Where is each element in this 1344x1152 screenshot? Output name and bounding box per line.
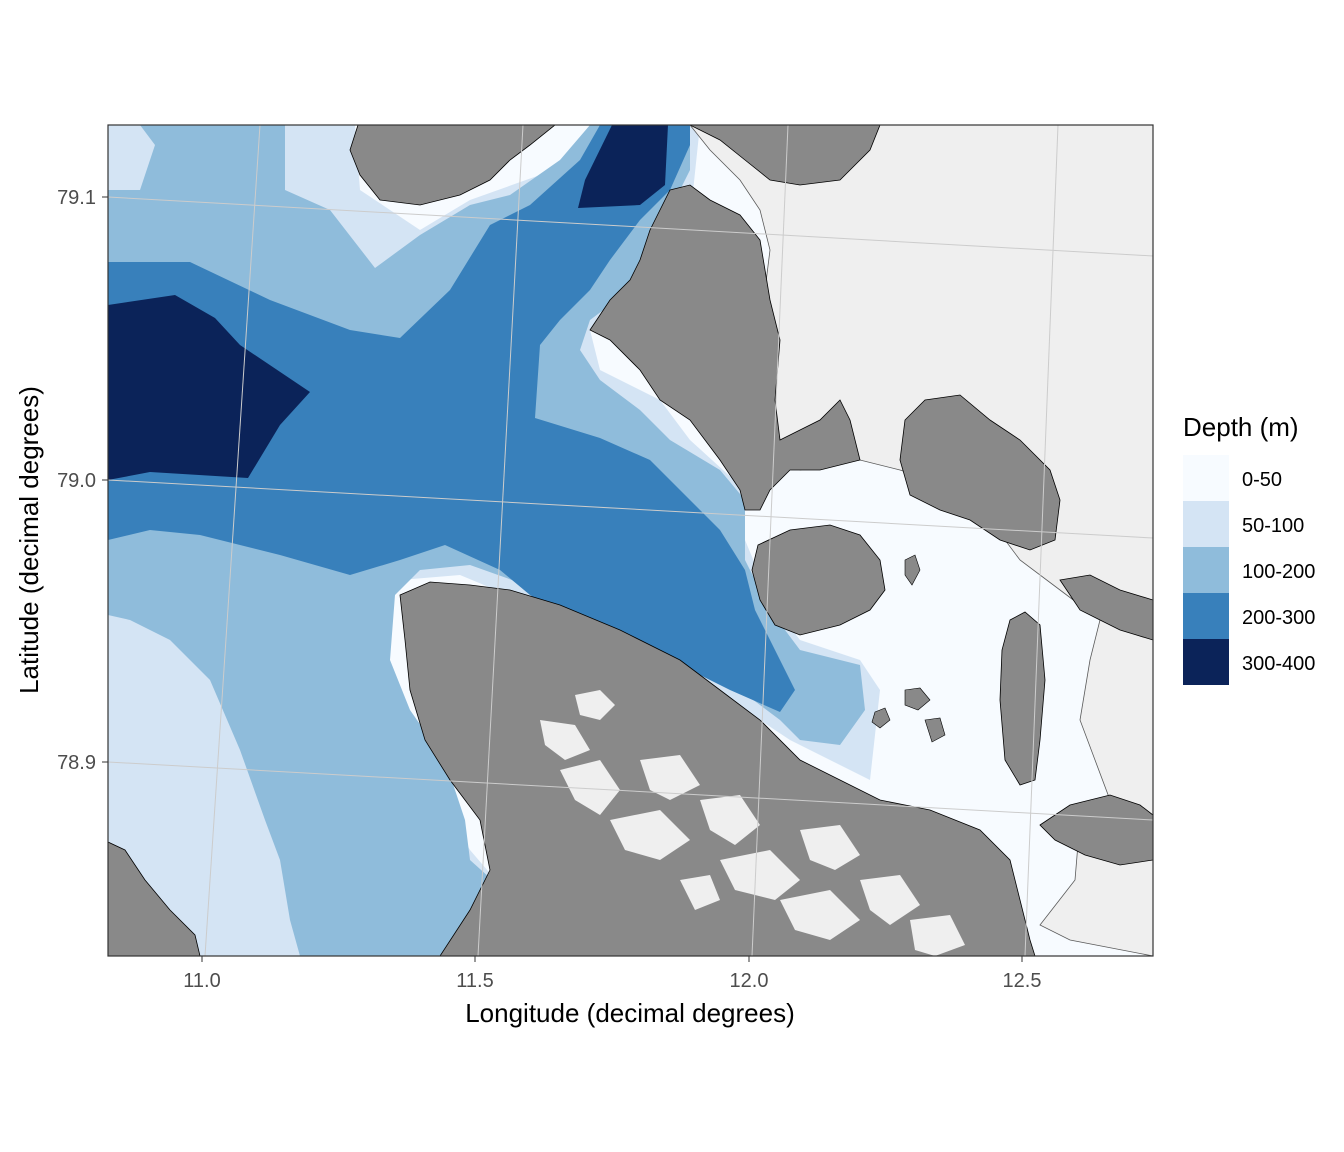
land-peninsula-northeast [589,184,861,511]
map-panel [108,125,1153,956]
legend-label-300-400: 300-400 [1242,653,1315,675]
glacier-patch-11 [910,915,965,956]
legend-key-100-200 [1183,547,1229,593]
gridline-lon-12-5 [1024,125,1059,956]
land-north-island [349,125,556,206]
y-tick-label-78-9: 78.9 [57,752,96,774]
legend-key-0-50 [1183,455,1229,501]
depth-band-300-400-north [578,125,668,208]
legend-label-100-200: 100-200 [1242,561,1315,583]
legend-key-50-100 [1183,501,1229,547]
y-tick-label-79-1: 79.1 [57,187,96,209]
panel-border [107,124,1154,957]
gridline-lat-79-0 [108,479,1153,539]
islet-3 [904,687,931,711]
legend-label-0-50: 0-50 [1242,469,1282,491]
glacier-patch-12 [680,875,720,910]
glacier-patch-10 [860,875,920,925]
glacier-patch-2 [540,720,590,760]
axis-ticks [102,196,1023,962]
land-island-central [751,524,886,636]
glacier-patch-8 [800,825,860,870]
gridline-lon-11-0 [204,125,261,956]
gridline-lon-11-5 [477,125,524,956]
legend-key-200-300 [1183,593,1229,639]
x-tick-label-12-0: 12.0 [730,970,769,992]
gridline-lat-79-1 [108,196,1153,257]
land-glacier-massif-east [689,125,881,186]
y-axis-title: Latitude (decimal degrees) [14,386,44,694]
islet-1 [904,554,921,586]
glacier-patch-3 [560,760,620,815]
y-tick-label-79-0: 79.0 [57,470,96,492]
x-tick-label-12-5: 12.5 [1003,970,1042,992]
glacier-patch-7 [720,850,800,900]
x-axis-title: Longitude (decimal degrees) [465,998,795,1028]
glacier-patch-5 [610,810,690,860]
land-east-peninsula [899,394,1061,551]
land-southwest-corner [108,841,201,956]
gridline-lon-12-0 [751,125,789,956]
legend-title: Depth (m) [1183,412,1299,442]
islet-4 [924,717,946,743]
legend-label-200-300: 200-300 [1242,607,1315,629]
glacier-patch-4 [640,755,700,800]
land-east-coast-north [1059,574,1153,641]
graticule [108,125,1153,956]
islet-2 [871,707,891,729]
glacier-patch-6 [700,795,760,845]
depth-band-300-400-west [108,295,310,480]
glacier-patch-1 [575,690,615,720]
x-tick-label-11-0: 11.0 [183,970,220,992]
gridline-lat-78-9 [108,761,1153,821]
x-tick-label-11-5: 11.5 [456,970,493,992]
legend: Depth (m) 0-50 50-100 100-200 200-300 30… [1183,412,1315,685]
legend-label-50-100: 50-100 [1242,515,1304,537]
land-main-peninsula-south [399,581,1036,956]
glacier-patch-9 [780,890,860,940]
land-east-coast-south [1039,794,1153,866]
legend-key-300-400 [1183,639,1229,685]
depth-band-200-300 [108,125,795,712]
